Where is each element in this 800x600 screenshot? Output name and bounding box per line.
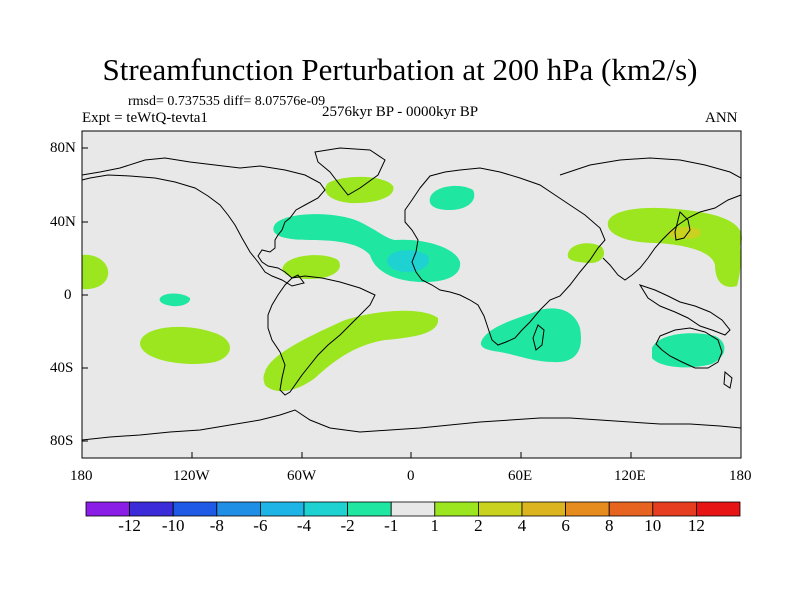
anomaly-patch-atlantic-min: [387, 250, 429, 272]
season-label: ANN: [705, 110, 738, 126]
coast-south-america: [267, 275, 376, 396]
colorbar-swatch: [259, 501, 305, 517]
anomaly-patch-e-pacific-neg: [159, 293, 191, 307]
anomaly-patch-n-atlantic: [325, 176, 394, 204]
colorbar-label: 2: [474, 516, 483, 535]
colorbar-label: -10: [161, 516, 185, 535]
lon-label-120w: 120W: [173, 468, 210, 484]
colorbar-label: -1: [384, 516, 399, 535]
colorbar-label: -4: [296, 516, 312, 535]
colorbar-swatch: [129, 501, 174, 517]
colorbar-swatch: [172, 501, 218, 517]
colorbar-label: 12: [687, 516, 705, 535]
lon-label-180w: 180: [70, 468, 93, 484]
anomaly-patch-indian-ocean-neg: [480, 308, 581, 363]
lat-label-80s: 80S: [50, 433, 74, 449]
experiment-label: Expt = teWtQ-tevta1: [82, 110, 208, 126]
coast-antarctica: [81, 409, 742, 441]
anomaly-patch-australia-neg: [652, 333, 725, 368]
coast-madagascar: [532, 324, 545, 351]
lat-label-0: 0: [64, 287, 72, 303]
colorbar-swatch: [477, 501, 523, 517]
colorbar-swatch: [565, 501, 610, 517]
colorbar-label: 6: [561, 516, 570, 535]
coast-japan: [674, 211, 691, 241]
anomaly-patch-arabia: [567, 243, 605, 264]
period-label: 2576kyr BP - 0000kyr BP: [322, 104, 479, 120]
lon-label-180e: 180: [729, 468, 752, 484]
coast-asia: [559, 157, 742, 281]
lat-label-40n: 40N: [50, 214, 76, 230]
anomaly-patch-s-pacific: [140, 326, 230, 364]
colorbar-swatch: [216, 501, 261, 517]
colorbar-label: -2: [340, 516, 355, 535]
coastlines: [81, 147, 742, 441]
colorbar-swatch: [696, 501, 741, 517]
lat-label-40s: 40S: [50, 360, 74, 376]
colorbar-label: -6: [253, 516, 268, 535]
stats-label: rmsd= 0.737535 diff= 8.07576e-09: [128, 94, 326, 109]
lon-label-120e: 120E: [614, 468, 646, 484]
colorbar-swatch: [521, 501, 566, 517]
colorbar-label: 1: [430, 516, 440, 535]
anomaly-patch-s-atlantic: [263, 310, 439, 392]
anomaly-patch-e-pacific: [82, 254, 109, 290]
coast-greenland: [314, 147, 386, 196]
colorbar-swatch: [303, 501, 348, 517]
axis-ticks: [82, 147, 632, 458]
colorbar-label: 4: [517, 516, 527, 535]
colorbar-swatch: [85, 501, 130, 517]
colorbar-label: 8: [604, 516, 614, 535]
anomaly-patch-caribbean: [282, 255, 340, 279]
coast-north-america: [81, 157, 326, 287]
colorbar-label: -12: [118, 516, 141, 535]
lat-label-80n: 80N: [50, 140, 76, 156]
colorbar-label: -8: [209, 516, 224, 535]
colorbar-label: 10: [644, 516, 662, 535]
anomaly-regions: [82, 176, 742, 392]
colorbar-swatch: [652, 501, 697, 517]
coast-africa-europe: [404, 167, 606, 346]
lon-label-60w: 60W: [287, 468, 317, 484]
map-background: [82, 131, 741, 458]
coast-new-zealand: [723, 370, 733, 389]
anomaly-patch-europe-neg: [429, 185, 475, 210]
plot-title: Streamfunction Perturbation at 200 hPa (…: [102, 52, 698, 87]
coast-se-asia: [638, 284, 731, 336]
colorbar-swatch: [390, 501, 436, 517]
anomaly-patch-n-pacific: [607, 207, 742, 287]
lon-label-60e: 60E: [508, 468, 533, 484]
coast-australia: [655, 327, 723, 369]
colorbar-swatch: [608, 501, 654, 517]
colorbar: [85, 501, 741, 517]
colorbar-swatch: [434, 501, 479, 517]
lon-label-0: 0: [407, 468, 415, 484]
colorbar-swatch: [347, 501, 392, 517]
